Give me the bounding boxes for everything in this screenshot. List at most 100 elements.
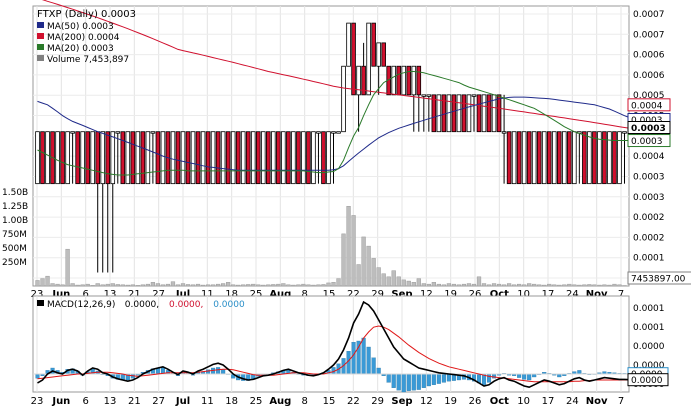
- volume-bar: [210, 284, 216, 287]
- volume-bar: [50, 283, 55, 287]
- volume-bar: [361, 236, 366, 287]
- price-y-tick-label: 0.0003: [633, 193, 665, 203]
- candle-body: [210, 131, 216, 185]
- macd-x-tick-label: 21: [128, 396, 141, 407]
- candle-body: [296, 131, 301, 185]
- candle-body: [321, 131, 326, 185]
- volume-bar: [95, 283, 100, 287]
- macd-legend-label: 0.0000,: [125, 300, 159, 310]
- macd-histogram-bar: [221, 369, 226, 375]
- candle-body: [245, 131, 251, 185]
- macd-histogram-bar: [431, 373, 436, 385]
- candle-body: [60, 131, 65, 185]
- volume-bar: [221, 283, 226, 287]
- candle-body: [120, 131, 126, 185]
- macd-y-tick-label: 0.0000: [633, 342, 665, 352]
- candle-body: [341, 65, 346, 133]
- volume-bar: [251, 283, 256, 287]
- candle-body: [411, 65, 417, 96]
- macd-x-tick-label: Jul: [175, 396, 190, 407]
- macd-x-tick-label: Oct: [490, 396, 509, 407]
- volume-bar: [291, 284, 296, 287]
- ma200-line: [41, 0, 635, 130]
- candle-body: [145, 131, 151, 185]
- macd-x-tick-label: 19: [444, 396, 457, 407]
- volume-bar: [115, 284, 120, 287]
- price-value-box-label: 0.0003: [631, 124, 666, 134]
- macd-x-tick-label: 13: [104, 396, 117, 407]
- candle-body: [461, 94, 467, 133]
- candle-body: [95, 131, 100, 185]
- macd-x-tick-label: 25: [250, 396, 263, 407]
- candle-body: [536, 131, 542, 185]
- candle-body: [476, 94, 482, 133]
- macd-x-tick-label: 17: [542, 396, 555, 407]
- volume-bar: [522, 284, 527, 287]
- candle-body: [451, 94, 457, 133]
- ma20-line: [37, 71, 635, 176]
- volume-bar: [231, 284, 236, 287]
- volume-bar: [537, 284, 542, 287]
- price-title: FTXP (Daily) 0.0003: [37, 9, 136, 20]
- macd-histogram-bar: [517, 373, 522, 378]
- candle-body: [80, 131, 85, 185]
- candle-body: [391, 65, 396, 96]
- candle-body: [371, 22, 376, 67]
- candle-body: [526, 131, 532, 185]
- macd-histogram-bar: [436, 373, 441, 384]
- candle-body: [516, 131, 522, 185]
- price-x-tick-label: Sep: [391, 289, 412, 300]
- macd-histogram-bar: [396, 373, 401, 391]
- candle-body: [215, 131, 221, 185]
- macd-histogram-bar: [441, 373, 446, 383]
- volume-bars: [35, 206, 627, 287]
- candle-body: [130, 131, 136, 185]
- price-x-tick-label: Jun: [51, 289, 70, 300]
- volume-bar: [215, 283, 221, 287]
- candle-body: [351, 22, 356, 96]
- volume-bar: [80, 284, 85, 287]
- volume-bar: [110, 283, 115, 287]
- candle-body: [326, 131, 331, 185]
- volume-y-tick-label: 1.50B: [2, 188, 28, 198]
- volume-bar: [65, 248, 70, 287]
- price-value-box-label: 0.0003: [631, 137, 663, 147]
- volume-bar: [456, 284, 462, 287]
- macd-x-tick-label: Aug: [269, 396, 291, 407]
- volume-bar: [416, 278, 421, 287]
- volume-bar: [336, 278, 341, 287]
- candle-body: [582, 131, 587, 185]
- candle-body: [271, 131, 276, 185]
- legend-label: Volume 7,453,897: [47, 55, 129, 65]
- legend-label: MA(20) 0.0003: [47, 44, 114, 54]
- price-x-tick-label: 18: [225, 289, 238, 300]
- volume-bar: [165, 283, 171, 287]
- volume-bar: [411, 282, 416, 287]
- candle-body: [240, 131, 246, 185]
- price-y-tick-label: 0.0007: [633, 30, 665, 40]
- volume-bar: [451, 283, 457, 287]
- macd-x-tick-label: 26: [469, 396, 482, 407]
- volume-bar: [125, 284, 130, 287]
- price-x-tick-label: 15: [323, 289, 336, 300]
- macd-x-tick-label: 11: [201, 396, 214, 407]
- macd-x-tick-label: 6: [82, 396, 88, 407]
- volume-bar: [105, 283, 110, 287]
- candle-body: [376, 42, 381, 67]
- price-x-tick-label: 10: [517, 289, 530, 300]
- legend-label: MA(200) 0.0004: [47, 33, 120, 43]
- volume-bar: [491, 283, 497, 287]
- volume-bar: [562, 284, 567, 287]
- candle-body: [572, 131, 577, 185]
- volume-bar: [261, 284, 266, 287]
- macd-histogram-bar: [371, 357, 376, 375]
- candle-body: [592, 131, 597, 185]
- candle-body: [521, 131, 527, 185]
- volume-bar: [316, 284, 321, 287]
- price-value-box-label: 0.0004: [631, 101, 663, 111]
- volume-bar: [517, 283, 522, 287]
- price-value-box: [627, 134, 671, 148]
- price-y-tick-label: 0.0001: [633, 254, 665, 264]
- price-y-tick-label: 0.0002: [633, 233, 665, 243]
